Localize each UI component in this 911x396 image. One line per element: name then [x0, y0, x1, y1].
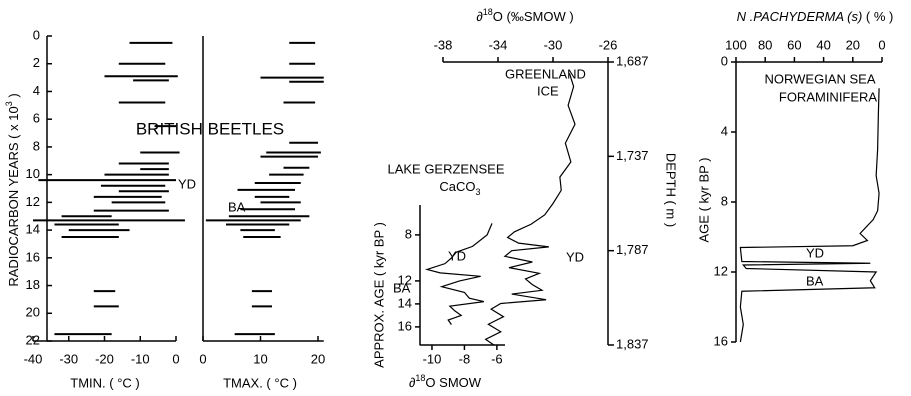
y-tick-label: 16: [26, 249, 40, 264]
label-part: ): [6, 93, 21, 101]
x-axis-label: TMAX. ( °C ): [223, 375, 297, 390]
x-tick-label: 0: [878, 37, 885, 52]
y-tick-label: 16: [714, 333, 728, 348]
annotation: BA: [393, 280, 411, 295]
y-tick-label: 2: [33, 55, 40, 70]
profile-line: [424, 223, 493, 325]
annotation: ICE: [537, 83, 559, 98]
label-part: 3: [476, 187, 481, 197]
label-part: CaCO: [439, 179, 475, 194]
y-tick-label: 22: [26, 332, 40, 347]
x-tick-label: 80: [758, 37, 772, 52]
annotation: GREENLAND: [505, 66, 586, 81]
label-part: O SMOW: [425, 375, 481, 390]
y-axis-label: AGE ( kyr BP ): [696, 158, 711, 243]
x-tick-label: 0: [199, 351, 206, 366]
y-tick-label: 18: [26, 277, 40, 292]
x-tick-label: -26: [599, 37, 618, 52]
label-part: 18: [415, 373, 425, 383]
y-tick-label: 20: [26, 305, 40, 320]
label-part: N .PACHYDERMA (s): [737, 9, 863, 24]
x-tick-label: -40: [24, 351, 43, 366]
y-tick-label: 1,837: [616, 336, 649, 351]
y-tick-label: 8: [721, 193, 728, 208]
x-tick-label: -38: [434, 37, 453, 52]
label-part: 18: [483, 7, 493, 17]
x-axis-label: ∂18O SMOW: [409, 373, 482, 390]
x-tick-label: -6: [491, 351, 503, 366]
label-part: ∂: [409, 375, 415, 390]
label-part: ( % ): [866, 9, 893, 24]
y-tick-label: 8: [405, 226, 412, 241]
profile-line: [484, 73, 576, 346]
label-part: 3: [4, 101, 14, 106]
y-tick-label: 8: [33, 138, 40, 153]
y-tick-label: 0: [33, 27, 40, 42]
inset-title: CaCO3: [439, 179, 480, 197]
y-tick-label: 4: [33, 83, 40, 98]
x-tick-label: 20: [846, 37, 860, 52]
x-tick-label: -20: [95, 351, 114, 366]
annotation: YD: [178, 176, 196, 191]
x-axis-label: ∂18O (‰SMOW ): [476, 7, 573, 24]
annotation: YD: [566, 249, 584, 264]
x-tick-label: -10: [131, 351, 150, 366]
annotation: NORWEGIAN SEA: [764, 71, 875, 86]
panel-title: BRITISH BEETLES: [136, 119, 284, 138]
x-tick-label: 20: [311, 351, 325, 366]
x-axis-label: N .PACHYDERMA (s) ( % ): [737, 9, 894, 24]
label-part: RADIOCARBON YEARS: [6, 142, 21, 287]
x-tick-label: 40: [816, 37, 830, 52]
annotation: YD: [806, 245, 824, 260]
x-axis-label: TMIN. ( °C ): [70, 375, 139, 390]
x-tick-label: 60: [787, 37, 801, 52]
x-tick-label: -30: [59, 351, 78, 366]
y-tick-label: 1,687: [616, 53, 649, 68]
label-part: O (‰SMOW ): [493, 9, 574, 24]
annotation: BA: [228, 199, 246, 214]
inset-title: LAKE GERZENSEE: [387, 161, 504, 176]
y-tick-label: 10: [26, 166, 40, 181]
y-tick-label: 1,737: [616, 148, 649, 163]
y-tick-label: 16: [398, 318, 412, 333]
y-tick-label: 6: [33, 111, 40, 126]
y-tick-label: 12: [398, 272, 412, 287]
y-tick-label: 12: [714, 263, 728, 278]
x-tick-label: 10: [253, 351, 267, 366]
y-tick-label: 12: [26, 194, 40, 209]
annotation: FORAMINIFERA: [779, 89, 878, 104]
y-axis-label: APPROX. AGE ( kyr BP ): [371, 222, 386, 368]
y-tick-label: 14: [398, 295, 412, 310]
x-tick-label: 100: [725, 37, 747, 52]
x-tick-label: -8: [459, 351, 471, 366]
label-part: ∂: [476, 9, 482, 24]
x-tick-label: -30: [544, 37, 563, 52]
y-axis-label: RADIOCARBON YEARS ( x 103 ): [4, 93, 21, 286]
profile-line: [739, 88, 880, 343]
x-tick-label: -34: [489, 37, 508, 52]
y-tick-label: 0: [721, 53, 728, 68]
label-part: ( x 10: [6, 106, 21, 139]
annotation: BA: [806, 273, 824, 288]
x-tick-label: 0: [172, 351, 179, 366]
y-tick-label: 14: [26, 222, 40, 237]
x-tick-label: -10: [423, 351, 442, 366]
y-tick-label: 4: [721, 123, 728, 138]
y-axis-label: DEPTH ( m ): [664, 153, 679, 227]
y-tick-label: 1,787: [616, 242, 649, 257]
annotation: YD: [448, 248, 466, 263]
